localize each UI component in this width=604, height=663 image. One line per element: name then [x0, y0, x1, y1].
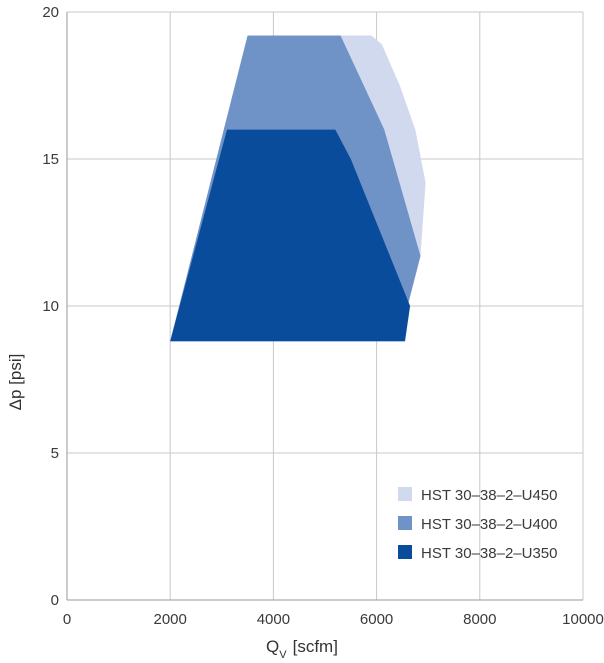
x-tick-label: 4000 [257, 611, 290, 628]
legend-label: HST 30–38–2–U400 [421, 516, 558, 533]
legend-swatch [398, 487, 412, 501]
x-tick-label: 2000 [154, 611, 187, 628]
x-tick-label: 10000 [562, 611, 604, 628]
x-axis-ticks: 0 2000 4000 6000 8000 10000 [63, 611, 604, 628]
y-tick-label: 15 [42, 151, 59, 168]
legend-label: HST 30–38–2–U350 [421, 545, 558, 562]
legend-label: HST 30–38–2–U450 [421, 487, 558, 504]
y-axis-label: Δp [psi] [6, 354, 25, 411]
y-tick-label: 5 [51, 445, 59, 462]
y-tick-label: 0 [51, 592, 59, 609]
x-tick-label: 8000 [463, 611, 496, 628]
area-series-3 [170, 129, 411, 342]
chart-areas [170, 35, 426, 342]
y-tick-label: 10 [42, 298, 59, 315]
x-axis-label: QV [scfm] [266, 637, 338, 661]
legend-swatch [398, 516, 412, 530]
legend: HST 30–38–2–U450 HST 30–38–2–U400 HST 30–3… [398, 487, 558, 562]
y-tick-label: 20 [42, 4, 59, 21]
y-axis-ticks: 0 5 10 15 20 [42, 4, 59, 609]
legend-swatch [398, 545, 412, 559]
x-tick-label: 6000 [360, 611, 393, 628]
x-tick-label: 0 [63, 611, 71, 628]
